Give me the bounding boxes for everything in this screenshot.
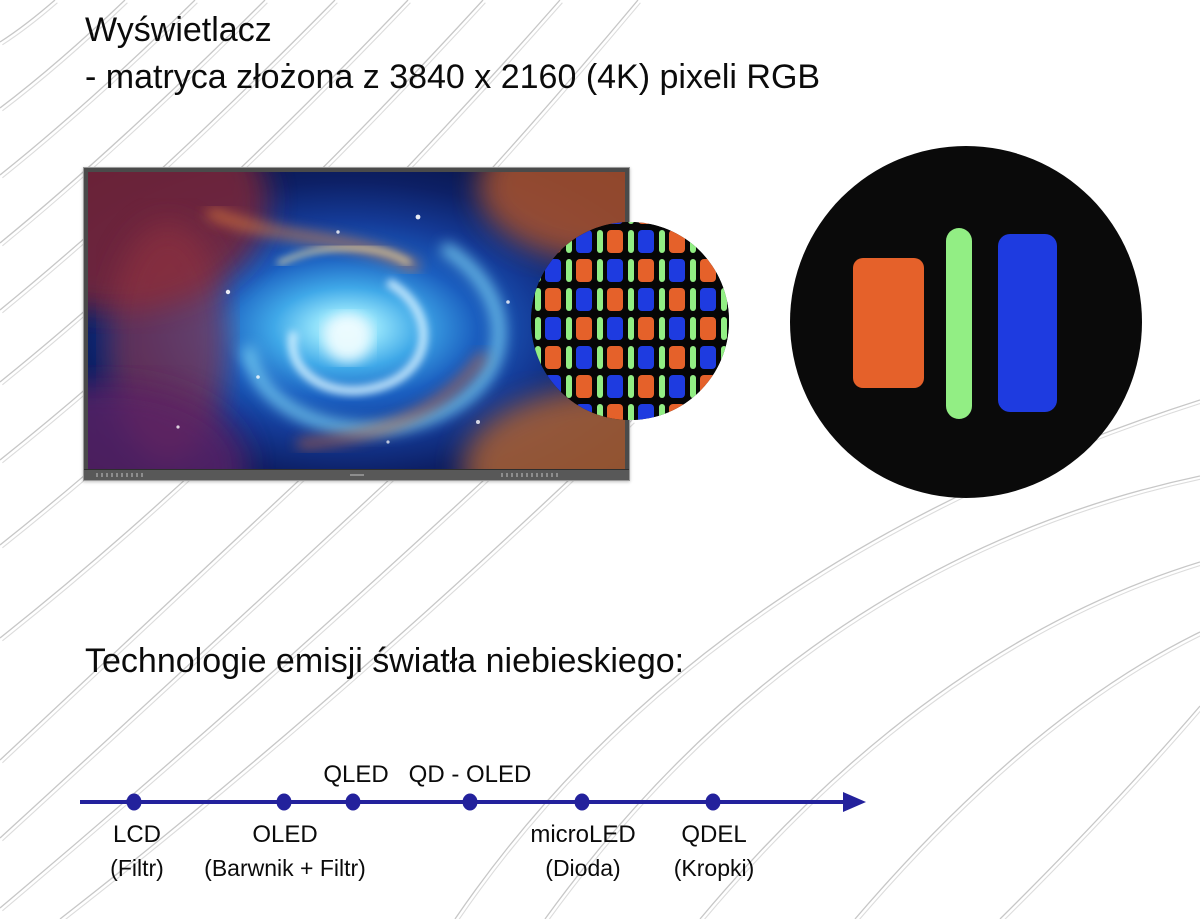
timeline-dot-oled xyxy=(276,793,292,811)
tv-vent-ticks-right xyxy=(501,473,559,477)
red-subpixel xyxy=(853,258,924,388)
timeline-dot-lcd xyxy=(126,793,142,811)
timeline-sublabel: (Dioda) xyxy=(545,855,621,881)
timeline-sublabel: (Filtr) xyxy=(110,855,164,881)
timeline-label: microLED xyxy=(530,821,636,848)
timeline-dot-qdoled xyxy=(462,793,478,811)
timeline-sublabel: (Barwnik + Filtr) xyxy=(204,855,366,881)
tv-logo xyxy=(349,474,364,476)
timeline-dots xyxy=(126,793,721,811)
tv-vent-ticks-left xyxy=(96,473,146,477)
page-title: Wyświetlacz xyxy=(85,11,272,49)
section-heading: Technologie emisji światła niebieskiego: xyxy=(85,642,685,680)
timeline-label: QDEL xyxy=(681,821,747,848)
timeline-arrowhead xyxy=(843,792,866,812)
timeline-label: QLED xyxy=(323,761,389,788)
blue-subpixel xyxy=(998,234,1057,412)
tv-screen xyxy=(88,172,625,470)
timeline-label: QD - OLED xyxy=(408,761,532,788)
timeline-dot-qled xyxy=(345,793,361,811)
timeline-dot-microled xyxy=(574,793,590,811)
green-subpixel xyxy=(946,228,972,419)
timeline-sublabel: (Kropki) xyxy=(673,855,755,881)
tv-bottom-bezel xyxy=(84,469,629,480)
timeline-label: LCD xyxy=(112,821,162,848)
timeline-label: OLED xyxy=(252,821,318,848)
timeline-dot-qdel xyxy=(705,793,721,811)
page-subtitle: - matryca złożona z 3840 x 2160 (4K) pix… xyxy=(85,58,821,96)
